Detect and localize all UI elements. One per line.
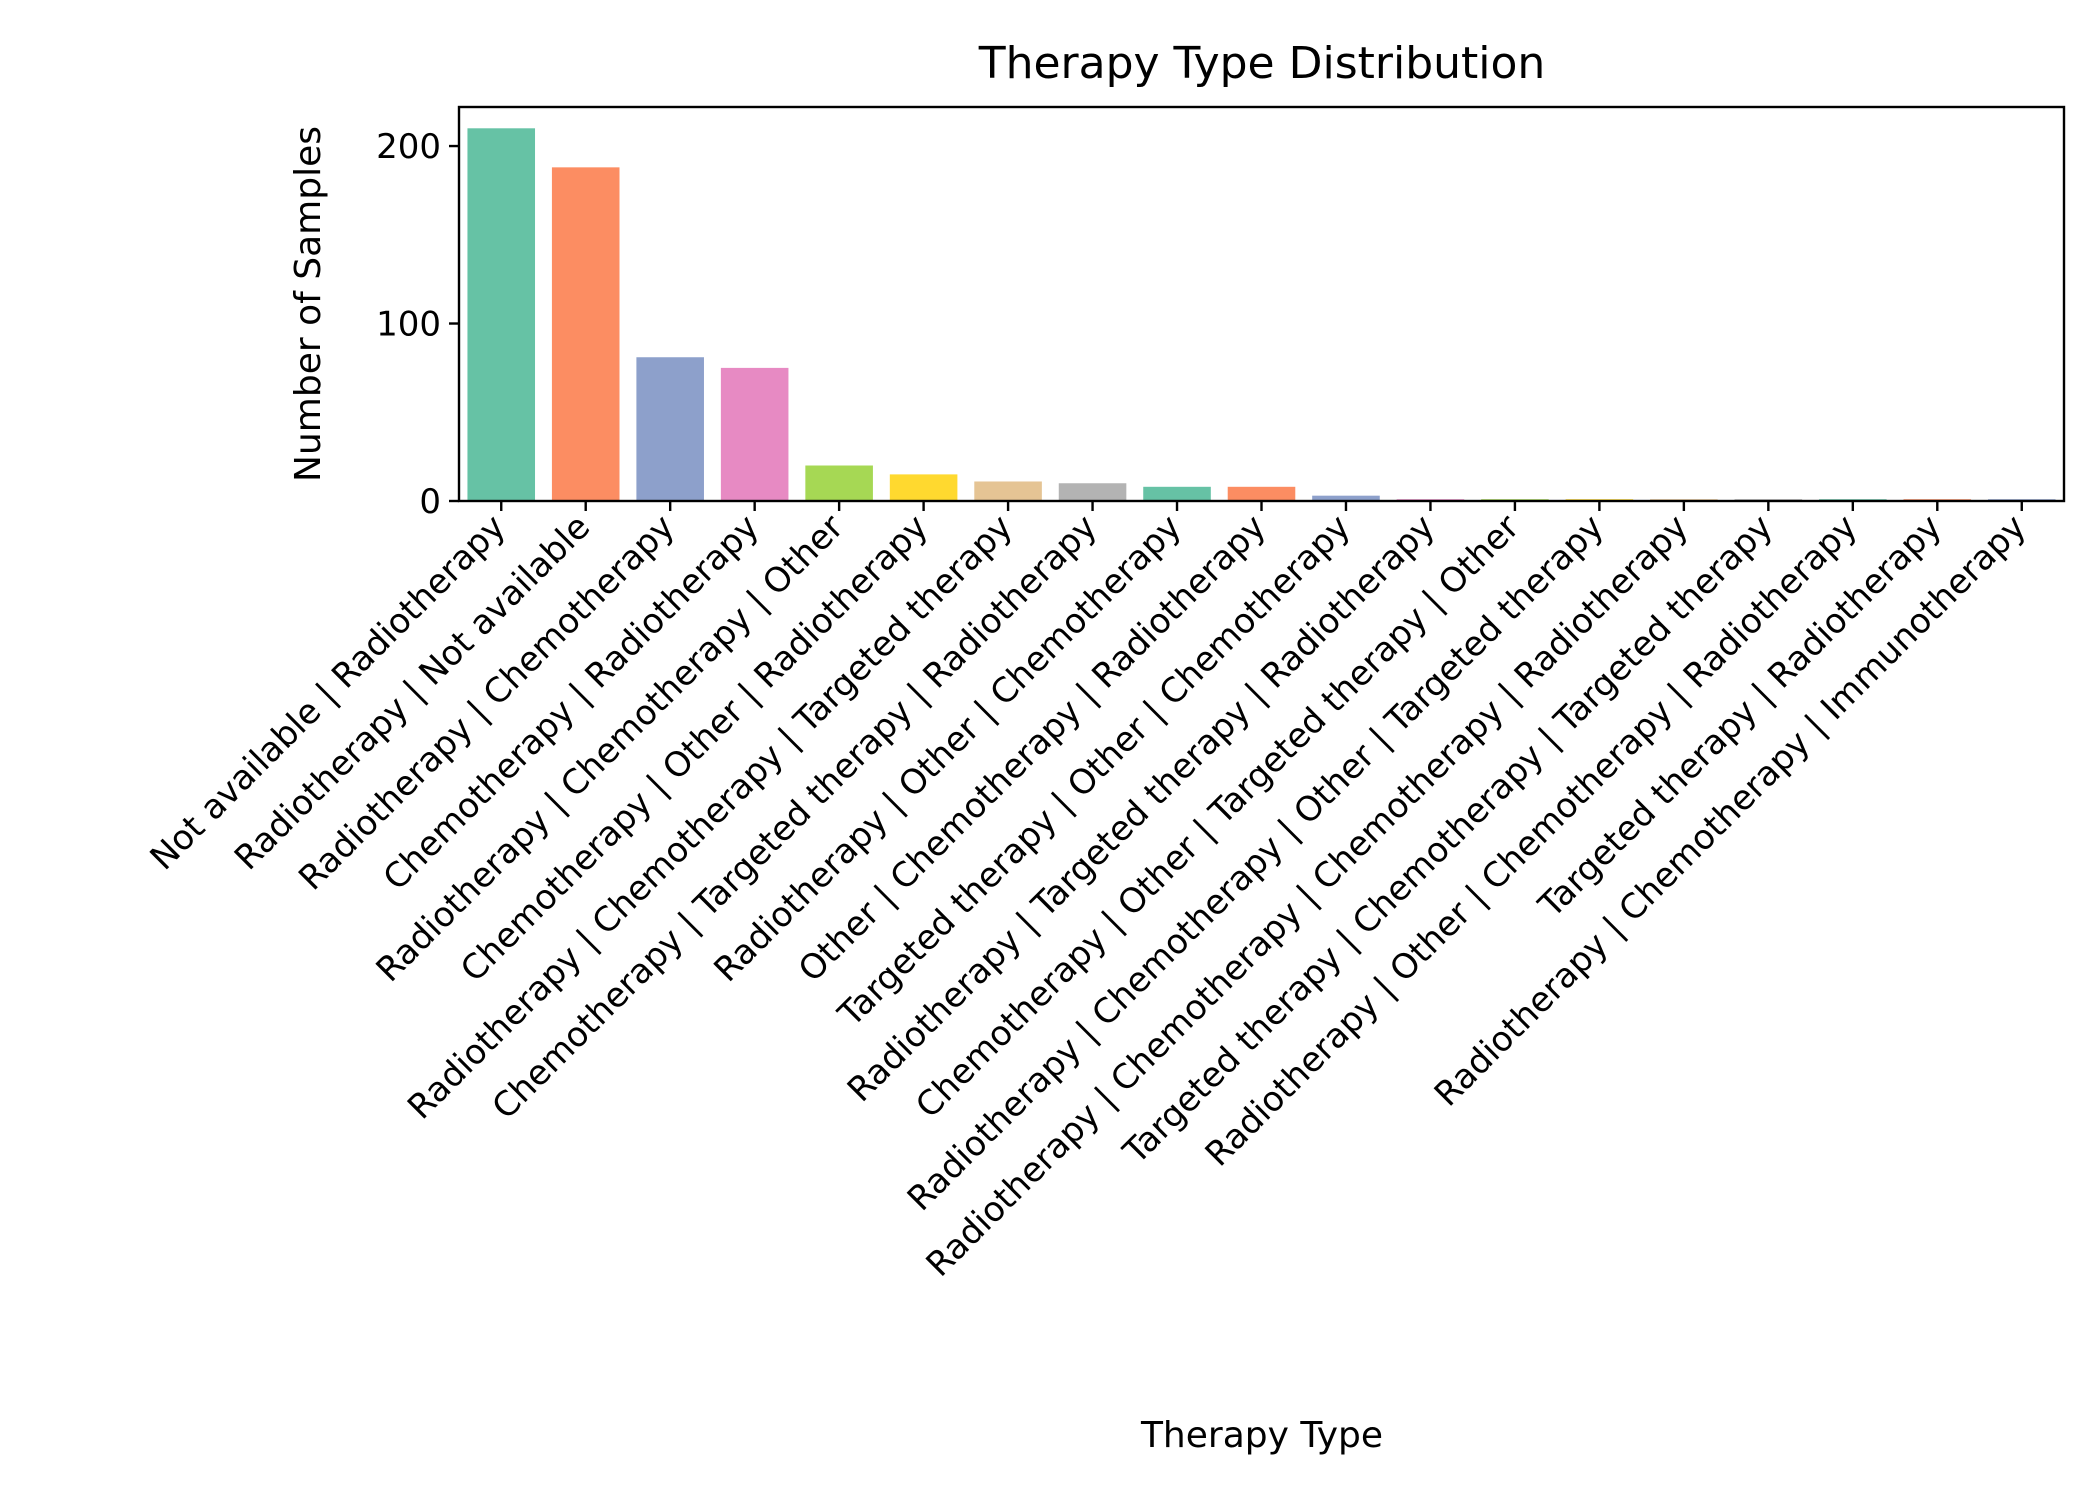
bar (636, 357, 704, 501)
bars-group (467, 128, 2056, 501)
x-axis-label: Therapy Type (1140, 1415, 1383, 1456)
bar (551, 167, 620, 501)
bar (1227, 486, 1296, 501)
bar (720, 367, 789, 501)
y-axis-label: Number of Samples (288, 126, 329, 482)
bar (467, 128, 536, 501)
y-tick-label: 100 (376, 305, 441, 345)
bar (1312, 495, 1380, 501)
y-tick-label: 200 (376, 127, 441, 167)
chart-title: Therapy Type Distribution (978, 38, 1546, 89)
bar (805, 465, 873, 501)
bar (1058, 483, 1127, 501)
x-axis: Not available | RadiotherapyRadiotherapy… (143, 501, 2034, 1285)
bar (974, 481, 1042, 501)
y-tick-label: 0 (419, 482, 441, 522)
bar (1143, 486, 1211, 501)
bar (889, 474, 958, 501)
y-axis: 0 100 200 (376, 127, 459, 522)
